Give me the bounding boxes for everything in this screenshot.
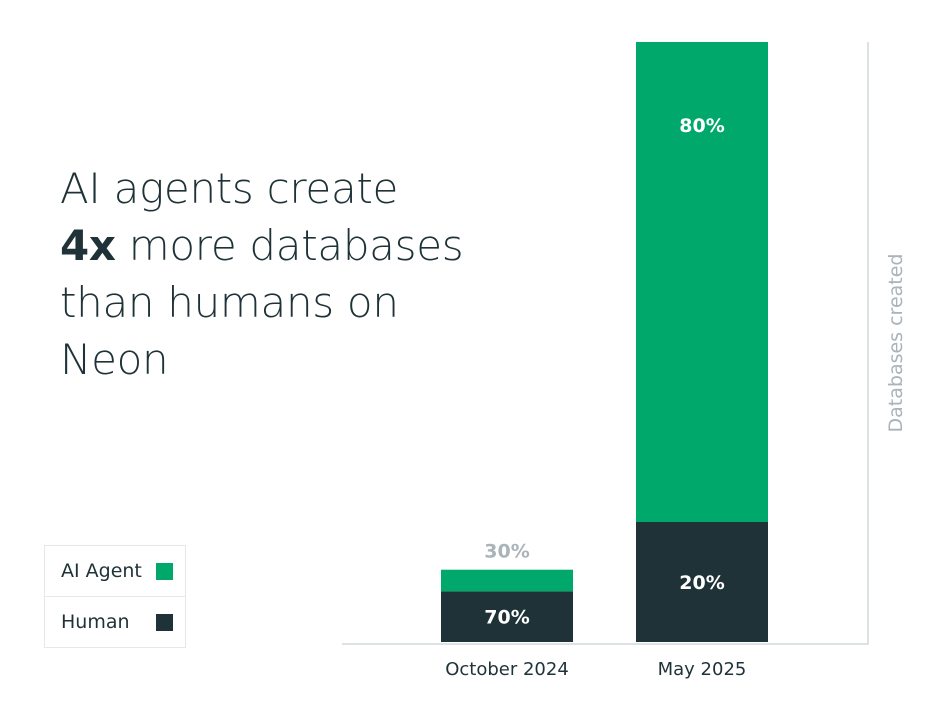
legend-item-human: Human — [45, 596, 185, 647]
headline-line-2-rest: more databases — [115, 221, 464, 270]
legend-swatch-human — [156, 613, 173, 631]
x-tick-label-0: October 2024 — [445, 659, 569, 680]
legend-label-ai-agent: AI Agent — [61, 560, 142, 582]
x-tick-label-1: May 2025 — [658, 659, 747, 680]
headline-line-2: 4x more databases — [60, 217, 540, 274]
bar-human-1 — [636, 522, 768, 642]
headline-line-4: Neon — [60, 335, 169, 384]
y-axis-label: Databases created — [885, 254, 907, 433]
legend: AI Agent Human — [44, 545, 186, 648]
headline-emphasis: 4x — [60, 221, 116, 270]
data-label-ai-agent-1: 80% — [679, 115, 724, 137]
data-label-human-1: 20% — [679, 572, 724, 594]
headline-line-1: AI agents create — [60, 164, 399, 213]
bar-ai-agent-1 — [636, 42, 768, 522]
legend-item-ai-agent: AI Agent — [45, 546, 185, 596]
data-label-ai-agent-0: 30% — [484, 541, 529, 563]
data-label-human-0: 70% — [484, 607, 529, 629]
bar-ai-agent-0 — [441, 569, 573, 592]
bar-human-0 — [441, 591, 573, 642]
legend-label-human: Human — [61, 611, 130, 633]
legend-swatch-ai-agent — [156, 562, 173, 580]
headline-line-3: than humans on — [60, 278, 399, 327]
headline: AI agents create 4x more databases than … — [60, 160, 540, 388]
